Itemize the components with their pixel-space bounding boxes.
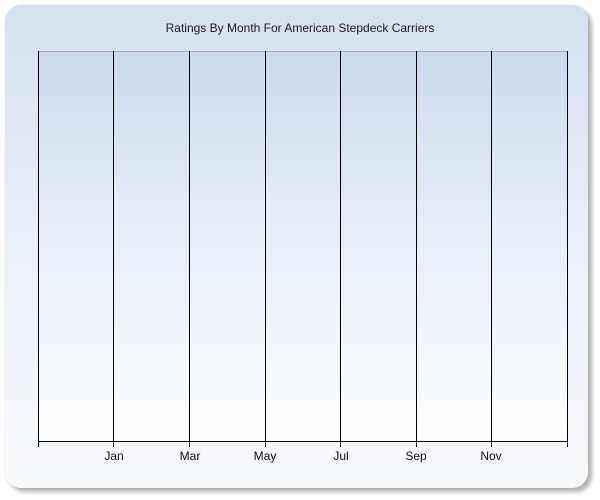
- gridline-left-edge: [38, 51, 39, 447]
- gridline-mar: [189, 51, 190, 447]
- x-tick-label-jan: Jan: [104, 449, 124, 463]
- x-tick-label-sep: Sep: [405, 449, 427, 463]
- gridline-jul: [340, 51, 341, 447]
- x-tick-label-jul: Jul: [333, 449, 349, 463]
- x-tick-label-may: May: [253, 449, 277, 463]
- gridline-sep: [416, 51, 417, 447]
- gridline-nov: [491, 51, 492, 447]
- plot-area: [38, 51, 567, 441]
- gridline-right-edge: [567, 51, 568, 447]
- x-axis: [38, 441, 568, 442]
- chart-title: Ratings By Month For American Stepdeck C…: [165, 21, 435, 35]
- gridline-may: [265, 51, 266, 447]
- gridline-jan: [113, 51, 114, 447]
- x-tick-label-nov: Nov: [480, 449, 502, 463]
- x-tick-label-mar: Mar: [179, 449, 201, 463]
